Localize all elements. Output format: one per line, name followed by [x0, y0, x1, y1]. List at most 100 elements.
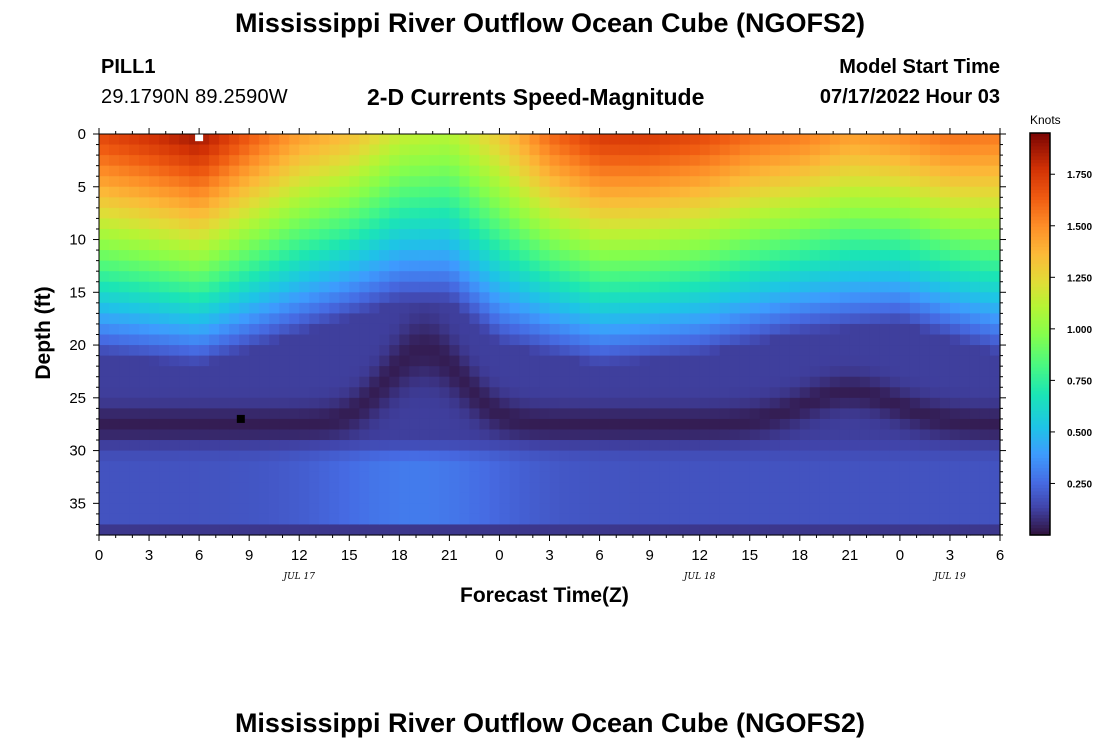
heatmap-cell [819, 302, 831, 314]
heatmap-cell [789, 218, 801, 230]
heatmap-cell [239, 387, 250, 399]
heatmap-cell [459, 397, 471, 409]
heatmap-cell [699, 429, 711, 441]
heatmap-cell [439, 281, 450, 293]
heatmap-cell [119, 228, 130, 241]
heatmap-cell [819, 144, 831, 156]
heatmap-cell [899, 250, 911, 262]
colorbar-segment [1030, 474, 1050, 479]
heatmap-cell [639, 440, 651, 452]
heatmap-cell [689, 408, 701, 420]
heatmap-cell [679, 144, 691, 156]
heatmap-cell [979, 271, 991, 283]
colorbar-segment [1030, 511, 1050, 516]
heatmap-cell [169, 144, 180, 156]
heatmap-cell [549, 429, 561, 441]
heatmap-cell [219, 503, 230, 515]
heatmap-cell [859, 503, 871, 515]
heatmap-cell [789, 440, 801, 452]
heatmap-cell [529, 376, 541, 388]
heatmap-cell [959, 334, 971, 346]
heatmap-cell [749, 144, 761, 156]
heatmap-cell [829, 271, 841, 283]
heatmap-cell [729, 144, 741, 156]
heatmap-cell [189, 313, 200, 325]
heatmap-cell [859, 440, 871, 452]
heatmap-cell [789, 250, 801, 262]
heatmap-cell [689, 429, 701, 441]
heatmap-cell [499, 345, 511, 357]
heatmap-cell [219, 239, 230, 251]
heatmap-cell [749, 355, 761, 367]
heatmap-cell [829, 397, 841, 409]
heatmap-cell [709, 408, 721, 420]
heatmap-cell [689, 440, 701, 452]
heatmap-cell [429, 144, 440, 156]
heatmap-cell [979, 376, 991, 388]
heatmap-cell [849, 355, 861, 367]
heatmap-cell [939, 207, 951, 220]
heatmap-cell [99, 408, 110, 420]
heatmap-cell [749, 387, 761, 399]
heatmap-cell [779, 228, 791, 241]
heatmap-cell [559, 387, 571, 399]
heatmap-cell [549, 250, 561, 262]
heatmap-cell [649, 440, 661, 452]
heatmap-cell [959, 408, 971, 420]
heatmap-cell [369, 292, 380, 304]
heatmap-cell [929, 292, 941, 304]
heatmap-cell [459, 155, 471, 167]
heatmap-cell [479, 503, 491, 515]
heatmap-cell [729, 207, 741, 220]
heatmap-cell [779, 503, 791, 515]
heatmap-cell [849, 281, 861, 293]
heatmap-cell [219, 345, 230, 357]
heatmap-cell [689, 197, 701, 209]
heatmap-cell [269, 165, 280, 177]
heatmap-cell [579, 155, 591, 167]
heatmap-cell [449, 471, 460, 483]
heatmap-cell [929, 408, 941, 420]
heatmap-cell [279, 165, 290, 177]
heatmap-cell [939, 302, 951, 314]
heatmap-cell [579, 513, 591, 526]
heatmap-cell [379, 503, 390, 515]
heatmap-cell [699, 440, 711, 452]
heatmap-cell [719, 387, 731, 399]
heatmap-cell [789, 492, 801, 504]
heatmap-cell [129, 387, 140, 399]
heatmap-cell [649, 461, 661, 473]
heatmap-cell [309, 503, 320, 515]
heatmap-cell [539, 218, 551, 230]
heatmap-cell [119, 524, 130, 536]
heatmap-cell [899, 323, 911, 336]
heatmap-cell [919, 471, 931, 483]
heatmap-cell [769, 513, 781, 526]
heatmap-cell [779, 218, 791, 230]
heatmap-cell [109, 165, 120, 177]
heatmap-cell [199, 345, 210, 357]
heatmap-cell [279, 260, 290, 272]
heatmap-cell [649, 302, 661, 314]
heatmap-cell [839, 461, 851, 473]
heatmap-cell [349, 513, 360, 526]
heatmap-cell [979, 292, 991, 304]
heatmap-cell [109, 429, 120, 441]
heatmap-cell [179, 134, 190, 146]
heatmap-cell [139, 165, 150, 177]
heatmap-cell [689, 228, 701, 241]
heatmap-cell [599, 387, 611, 399]
heatmap-cell [379, 376, 390, 388]
heatmap-cell [239, 345, 250, 357]
heatmap-cell [289, 376, 300, 388]
heatmap-cell [599, 408, 611, 420]
heatmap-cell [709, 461, 721, 473]
heatmap-cell [419, 366, 430, 378]
heatmap-cell [809, 440, 821, 452]
heatmap-cell [759, 313, 771, 325]
heatmap-cell [599, 271, 611, 283]
heatmap-cell [709, 355, 721, 367]
heatmap-cell [919, 524, 931, 536]
heatmap-cell [279, 207, 290, 220]
heatmap-cell [779, 408, 791, 420]
